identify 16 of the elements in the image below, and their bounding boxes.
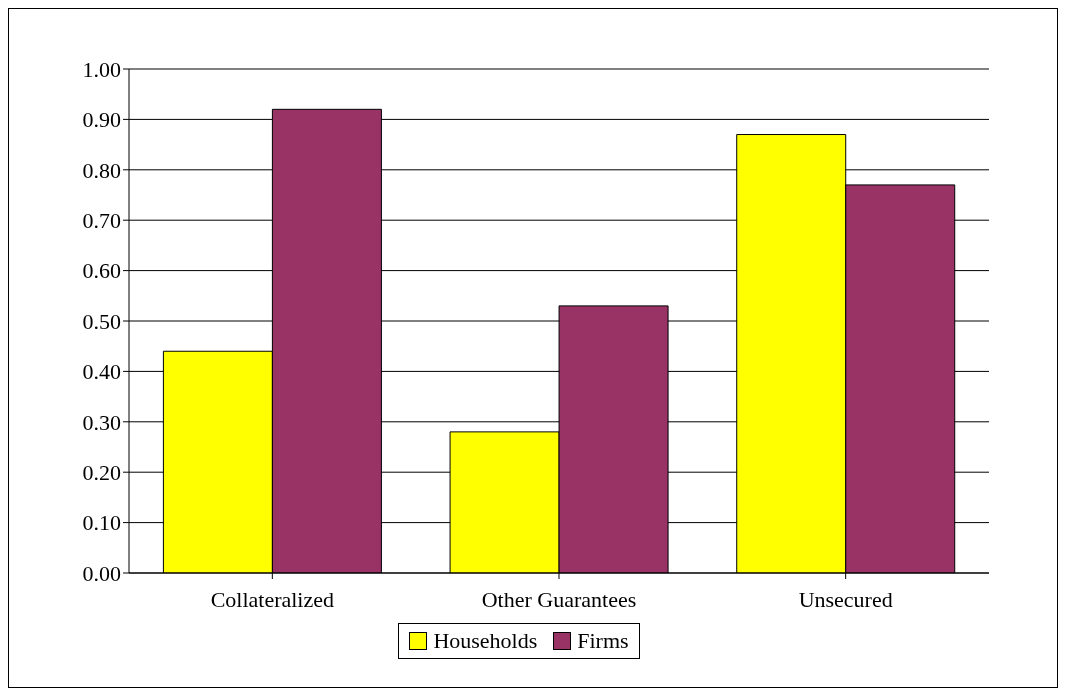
- y-tick-label: 0.70: [82, 208, 121, 234]
- y-tick-label: 0.10: [82, 510, 121, 536]
- y-tick-label: 0.90: [82, 107, 121, 133]
- y-tick-label: 0.30: [82, 409, 121, 435]
- y-tick-label: 0.00: [82, 560, 121, 586]
- legend-label: Firms: [576, 628, 629, 654]
- y-tick-label: 0.80: [82, 157, 121, 183]
- y-tick-label: 0.40: [82, 359, 121, 385]
- x-tick-label: Collateralized: [210, 586, 335, 612]
- x-tick-label: Unsecured: [798, 586, 893, 612]
- y-tick-label: 0.60: [82, 258, 121, 284]
- y-tick-label: 1.00: [82, 56, 121, 82]
- y-tick-label: 0.20: [82, 460, 121, 486]
- legend-label: Households: [432, 628, 538, 654]
- x-tick-label: Other Guarantees: [481, 586, 637, 612]
- y-tick-label: 0.50: [82, 308, 121, 334]
